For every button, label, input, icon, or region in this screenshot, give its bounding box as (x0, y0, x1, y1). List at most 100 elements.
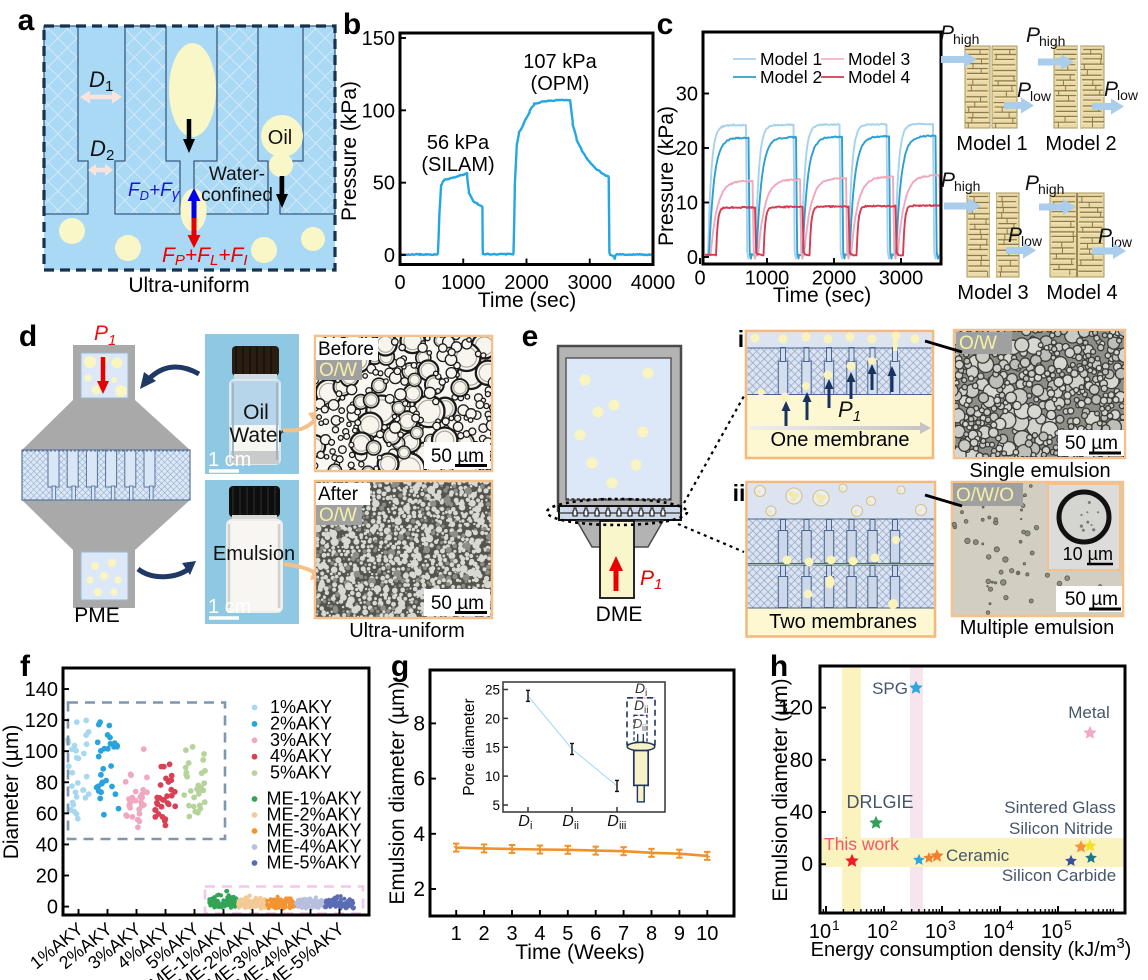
svg-text:ii: ii (733, 480, 746, 506)
svg-text:Emulsion diameter (µm): Emulsion diameter (µm) (386, 681, 409, 904)
svg-text:4%AKY: 4%AKY (270, 746, 332, 766)
svg-text:O/W: O/W (319, 360, 357, 381)
svg-text:P: P (1017, 79, 1031, 102)
svg-text:i: i (645, 688, 647, 699)
svg-text:8: 8 (413, 712, 425, 735)
svg-text:Model 4: Model 4 (848, 67, 911, 87)
svg-text:Diameter (µm): Diameter (µm) (0, 725, 23, 860)
svg-text:2%AKY: 2%AKY (270, 713, 332, 733)
svg-text:120: 120 (778, 697, 813, 720)
svg-text:10: 10 (983, 921, 1005, 943)
svg-text:high: high (1039, 33, 1065, 49)
svg-text:1 cm: 1 cm (208, 596, 251, 618)
svg-text:D: D (89, 67, 105, 92)
svg-text:10: 10 (867, 921, 889, 943)
svg-text:2: 2 (413, 878, 425, 901)
svg-text:1: 1 (832, 917, 840, 933)
svg-text:low: low (1117, 87, 1139, 103)
svg-text:Silicon Carbide: Silicon Carbide (1002, 866, 1116, 885)
svg-text:Model 1: Model 1 (760, 49, 822, 69)
svg-text:Oil: Oil (243, 401, 269, 424)
svg-text:1: 1 (105, 78, 113, 95)
svg-text:confined: confined (201, 185, 273, 206)
svg-text:8: 8 (646, 923, 657, 945)
svg-text:Time (Weeks): Time (Weeks) (515, 941, 645, 964)
svg-text:O/W/O: O/W/O (956, 485, 1014, 506)
svg-text:Model 2: Model 2 (760, 67, 822, 87)
svg-text:Energy consumption density (kJ: Energy consumption density (kJ/m3) (811, 935, 1132, 961)
svg-text:2: 2 (106, 147, 114, 164)
svg-text:Water-: Water- (209, 164, 265, 185)
svg-text:Water: Water (229, 424, 284, 447)
svg-text:P: P (1008, 224, 1022, 247)
svg-text:Oil: Oil (268, 127, 292, 149)
svg-text:40: 40 (790, 801, 813, 824)
svg-text:140: 140 (25, 679, 58, 701)
svg-text:Before: Before (318, 339, 374, 360)
svg-text:P: P (940, 22, 954, 45)
svg-text:0: 0 (47, 897, 58, 919)
svg-text:Sintered Glass: Sintered Glass (1004, 798, 1116, 817)
svg-text:O/W: O/W (319, 505, 357, 526)
svg-text:56 kPa: 56 kPa (427, 132, 490, 154)
svg-text:Two membranes: Two membranes (769, 611, 917, 633)
svg-text:One membrane: One membrane (771, 429, 910, 451)
svg-text:i: i (530, 820, 532, 832)
svg-text:100: 100 (362, 100, 395, 122)
svg-text:Pressure (kPa): Pressure (kPa) (338, 81, 361, 221)
svg-text:20: 20 (676, 138, 698, 160)
svg-text:c: c (657, 8, 674, 41)
svg-text:80: 80 (790, 749, 813, 772)
svg-text:Model 3: Model 3 (848, 49, 910, 69)
svg-text:Metal: Metal (1068, 703, 1110, 722)
svg-text:2000: 2000 (504, 272, 549, 294)
svg-text:50 µm: 50 µm (431, 446, 484, 467)
svg-text:10: 10 (696, 923, 718, 945)
svg-text:50 µm: 50 µm (1065, 433, 1118, 454)
svg-text:ii: ii (574, 820, 579, 832)
svg-text:0: 0 (801, 853, 813, 876)
svg-text:D: D (633, 716, 642, 731)
svg-text:10: 10 (676, 193, 698, 215)
svg-text:2000: 2000 (812, 268, 857, 290)
svg-text:SPG: SPG (872, 679, 908, 698)
svg-text:Model 3: Model 3 (957, 282, 1028, 304)
svg-text:2: 2 (479, 923, 490, 945)
svg-text:10: 10 (1041, 921, 1063, 943)
svg-text:P: P (1025, 172, 1039, 195)
svg-text:Model 2: Model 2 (1045, 133, 1116, 155)
svg-text:DRLGIE: DRLGIE (846, 792, 913, 812)
svg-text:f: f (20, 650, 31, 683)
svg-text:Single emulsion: Single emulsion (969, 460, 1110, 482)
svg-text:3000: 3000 (879, 268, 924, 290)
svg-text:ii: ii (644, 705, 648, 716)
svg-text:0: 0 (384, 245, 395, 267)
svg-text:4: 4 (413, 823, 425, 846)
svg-text:ME-3%AKY: ME-3%AKY (267, 821, 362, 841)
svg-text:9: 9 (674, 923, 685, 945)
svg-text:low: low (1030, 88, 1052, 104)
svg-text:high: high (1038, 181, 1064, 197)
svg-text:40: 40 (36, 834, 58, 856)
svg-text:iii: iii (642, 723, 648, 733)
svg-text:6: 6 (413, 768, 425, 791)
svg-text:high: high (954, 178, 980, 194)
svg-text:P: P (1104, 78, 1118, 101)
svg-text:5%AKY: 5%AKY (270, 763, 332, 783)
svg-text:i: i (738, 326, 744, 352)
svg-text:Model 1: Model 1 (956, 133, 1027, 155)
svg-text:e: e (522, 320, 539, 353)
svg-text:ME-4%AKY: ME-4%AKY (267, 837, 362, 857)
svg-text:1000: 1000 (745, 268, 790, 290)
svg-text:3: 3 (948, 917, 956, 933)
svg-text:20: 20 (36, 866, 58, 888)
svg-text:D: D (607, 813, 619, 830)
svg-text:P: P (1026, 24, 1040, 47)
svg-text:After: After (318, 484, 359, 505)
svg-text:0: 0 (687, 247, 698, 269)
svg-text:D: D (635, 680, 645, 696)
svg-text:1%AKY: 1%AKY (270, 697, 332, 717)
svg-text:g: g (391, 650, 409, 683)
svg-text:1 cm: 1 cm (208, 449, 251, 471)
svg-text:high: high (953, 31, 979, 47)
